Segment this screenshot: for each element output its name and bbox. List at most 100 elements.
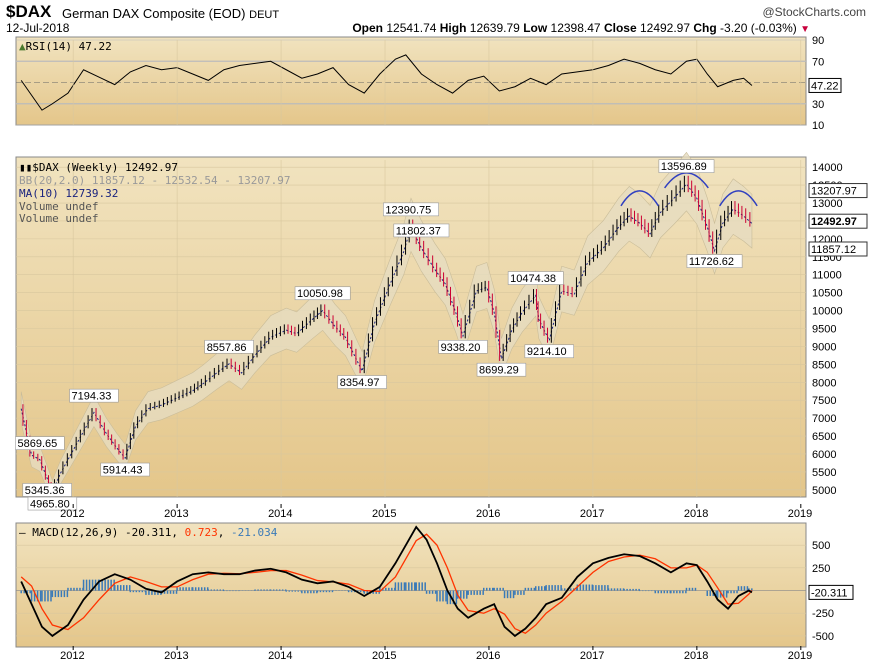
price-annotation-box [294,286,351,301]
price-right-label: 12492.97 [811,216,857,228]
price-annotation-box [658,159,715,173]
price-annotation-box [69,388,119,403]
macd-current-box [808,584,854,600]
price-tick-label: 9500 [812,324,836,336]
price-annotation-box [15,436,65,450]
price-annotation: 10050.98 [297,288,343,300]
security-name: German DAX Composite (EOD) DEUT [62,6,280,21]
price-right-label-box [808,241,868,257]
x-axis-label: 2015 [372,650,396,662]
x-axis-label: 2012 [60,508,84,520]
macd-panel [15,522,807,648]
price-annotation: 13596.89 [661,161,707,173]
x-axis-label: 2019 [788,508,812,520]
ohlc-readout: Open 12541.74 High 12639.79 Low 12398.47… [352,21,810,35]
bb-legend: BB(20,2.0) 11857.12 - 12532.54 - 13207.9… [19,174,291,187]
price-annotation-box [393,223,450,238]
x-axis-label: 2013 [164,508,188,520]
rsi-current-value: 47.22 [811,80,839,92]
price-tick-label: 6000 [812,449,836,461]
rsi-tick-label: 70 [812,56,824,68]
price-right-label-box [808,183,868,199]
price-tick-label: 8500 [812,359,836,371]
price-annotation: 5869.65 [18,438,58,450]
rsi-tick-label: 90 [812,35,824,47]
price-annotation: 12390.75 [385,204,431,216]
price-annotation: 11726.62 [689,256,734,268]
price-tick-label: 14000 [812,162,843,174]
x-axis-label: 2014 [268,508,292,520]
price-annotation: 8557.86 [207,342,247,354]
price-annotation-box [507,271,564,285]
pattern-arc [664,172,709,189]
macd-legend: — MACD(12,26,9) -20.311, 0.723, -21.034 [19,526,278,539]
macd-tick-label: 500 [812,540,830,552]
price-annotation: 11802.37 [396,225,441,237]
price-annotation: 9338.20 [441,342,481,354]
price-right-label: 11857.12 [811,244,856,256]
x-axis-label: 2015 [372,508,396,520]
price-annotation: 8699.29 [479,365,519,377]
price-right-label-box [808,213,868,229]
macd-tick-label: 250 [812,563,830,575]
x-axis-label: 2017 [580,650,604,662]
rsi-current-box [808,77,842,93]
pattern-arc [719,190,758,207]
volume-legend-2: Volume undef [19,212,98,225]
price-tick-label: 5500 [812,467,836,479]
x-axis-label: 2019 [788,650,812,662]
price-annotation: 8354.97 [340,377,380,389]
price-annotation: 5914.43 [103,465,143,477]
x-axis-label: 2016 [476,650,500,662]
pattern-arc [620,190,660,207]
price-tick-label: 10500 [812,288,843,300]
price-annotation-box [686,254,743,268]
quote-date: 12-Jul-2018 [6,21,70,35]
price-annotation-box [337,375,387,389]
price-annotation: 5345.36 [25,485,65,497]
price-annotation-box [524,344,574,359]
rsi-legend: ▲RSI(14) 47.22 [19,40,112,53]
macd-line [20,525,753,638]
x-axis-label: 2016 [476,508,500,520]
price-annotation-box [438,340,488,354]
price-annotation-box [476,362,527,377]
price-legend: ▮▮$DAX (Weekly) 12492.97 [19,161,178,174]
macd-signal-line [20,533,753,634]
price-annotation: 7194.33 [72,391,112,403]
x-axis-label: 2017 [580,508,604,520]
price-annotation-box [22,483,72,497]
price-annotation: 10474.38 [510,273,556,285]
macd-tick-label: -250 [812,608,834,620]
price-right-label: 13207.97 [811,186,857,198]
price-tick-label: 7500 [812,395,836,407]
macd-current-value: -20.311 [811,587,848,599]
price-tick-label: 8000 [812,377,836,389]
ma-legend: MA(10) 12739.32 [19,187,118,200]
ticker-symbol: $DAX [6,2,52,21]
price-annotation-box [100,462,150,477]
x-axis-label: 2014 [268,650,292,662]
x-axis-label: 2013 [164,650,188,662]
rsi-tick-label: 10 [812,120,824,132]
x-axis-label: 2018 [684,508,708,520]
price-annotation-box [383,202,439,217]
price-annotation-box [204,339,254,354]
price-tick-label: 5000 [812,485,836,497]
rsi-tick-label: 30 [812,99,824,111]
price-tick-label: 13000 [812,198,843,210]
watermark: @StockCharts.com [762,5,866,19]
price-annotation-box [27,496,78,511]
price-tick-label: 11000 [812,270,842,282]
price-tick-label: 6500 [812,431,836,443]
x-axis-label: 2012 [60,650,84,662]
price-tick-label: 7000 [812,413,836,425]
bollinger-band [20,151,753,503]
macd-tick-label: -500 [812,631,834,643]
price-tick-label: 10000 [812,306,843,318]
rsi-line [20,54,753,111]
price-annotation: 9214.10 [527,346,567,358]
x-axis-label: 2018 [684,650,708,662]
chart-header: $DAX German DAX Composite (EOD) DEUT @St… [0,0,874,40]
